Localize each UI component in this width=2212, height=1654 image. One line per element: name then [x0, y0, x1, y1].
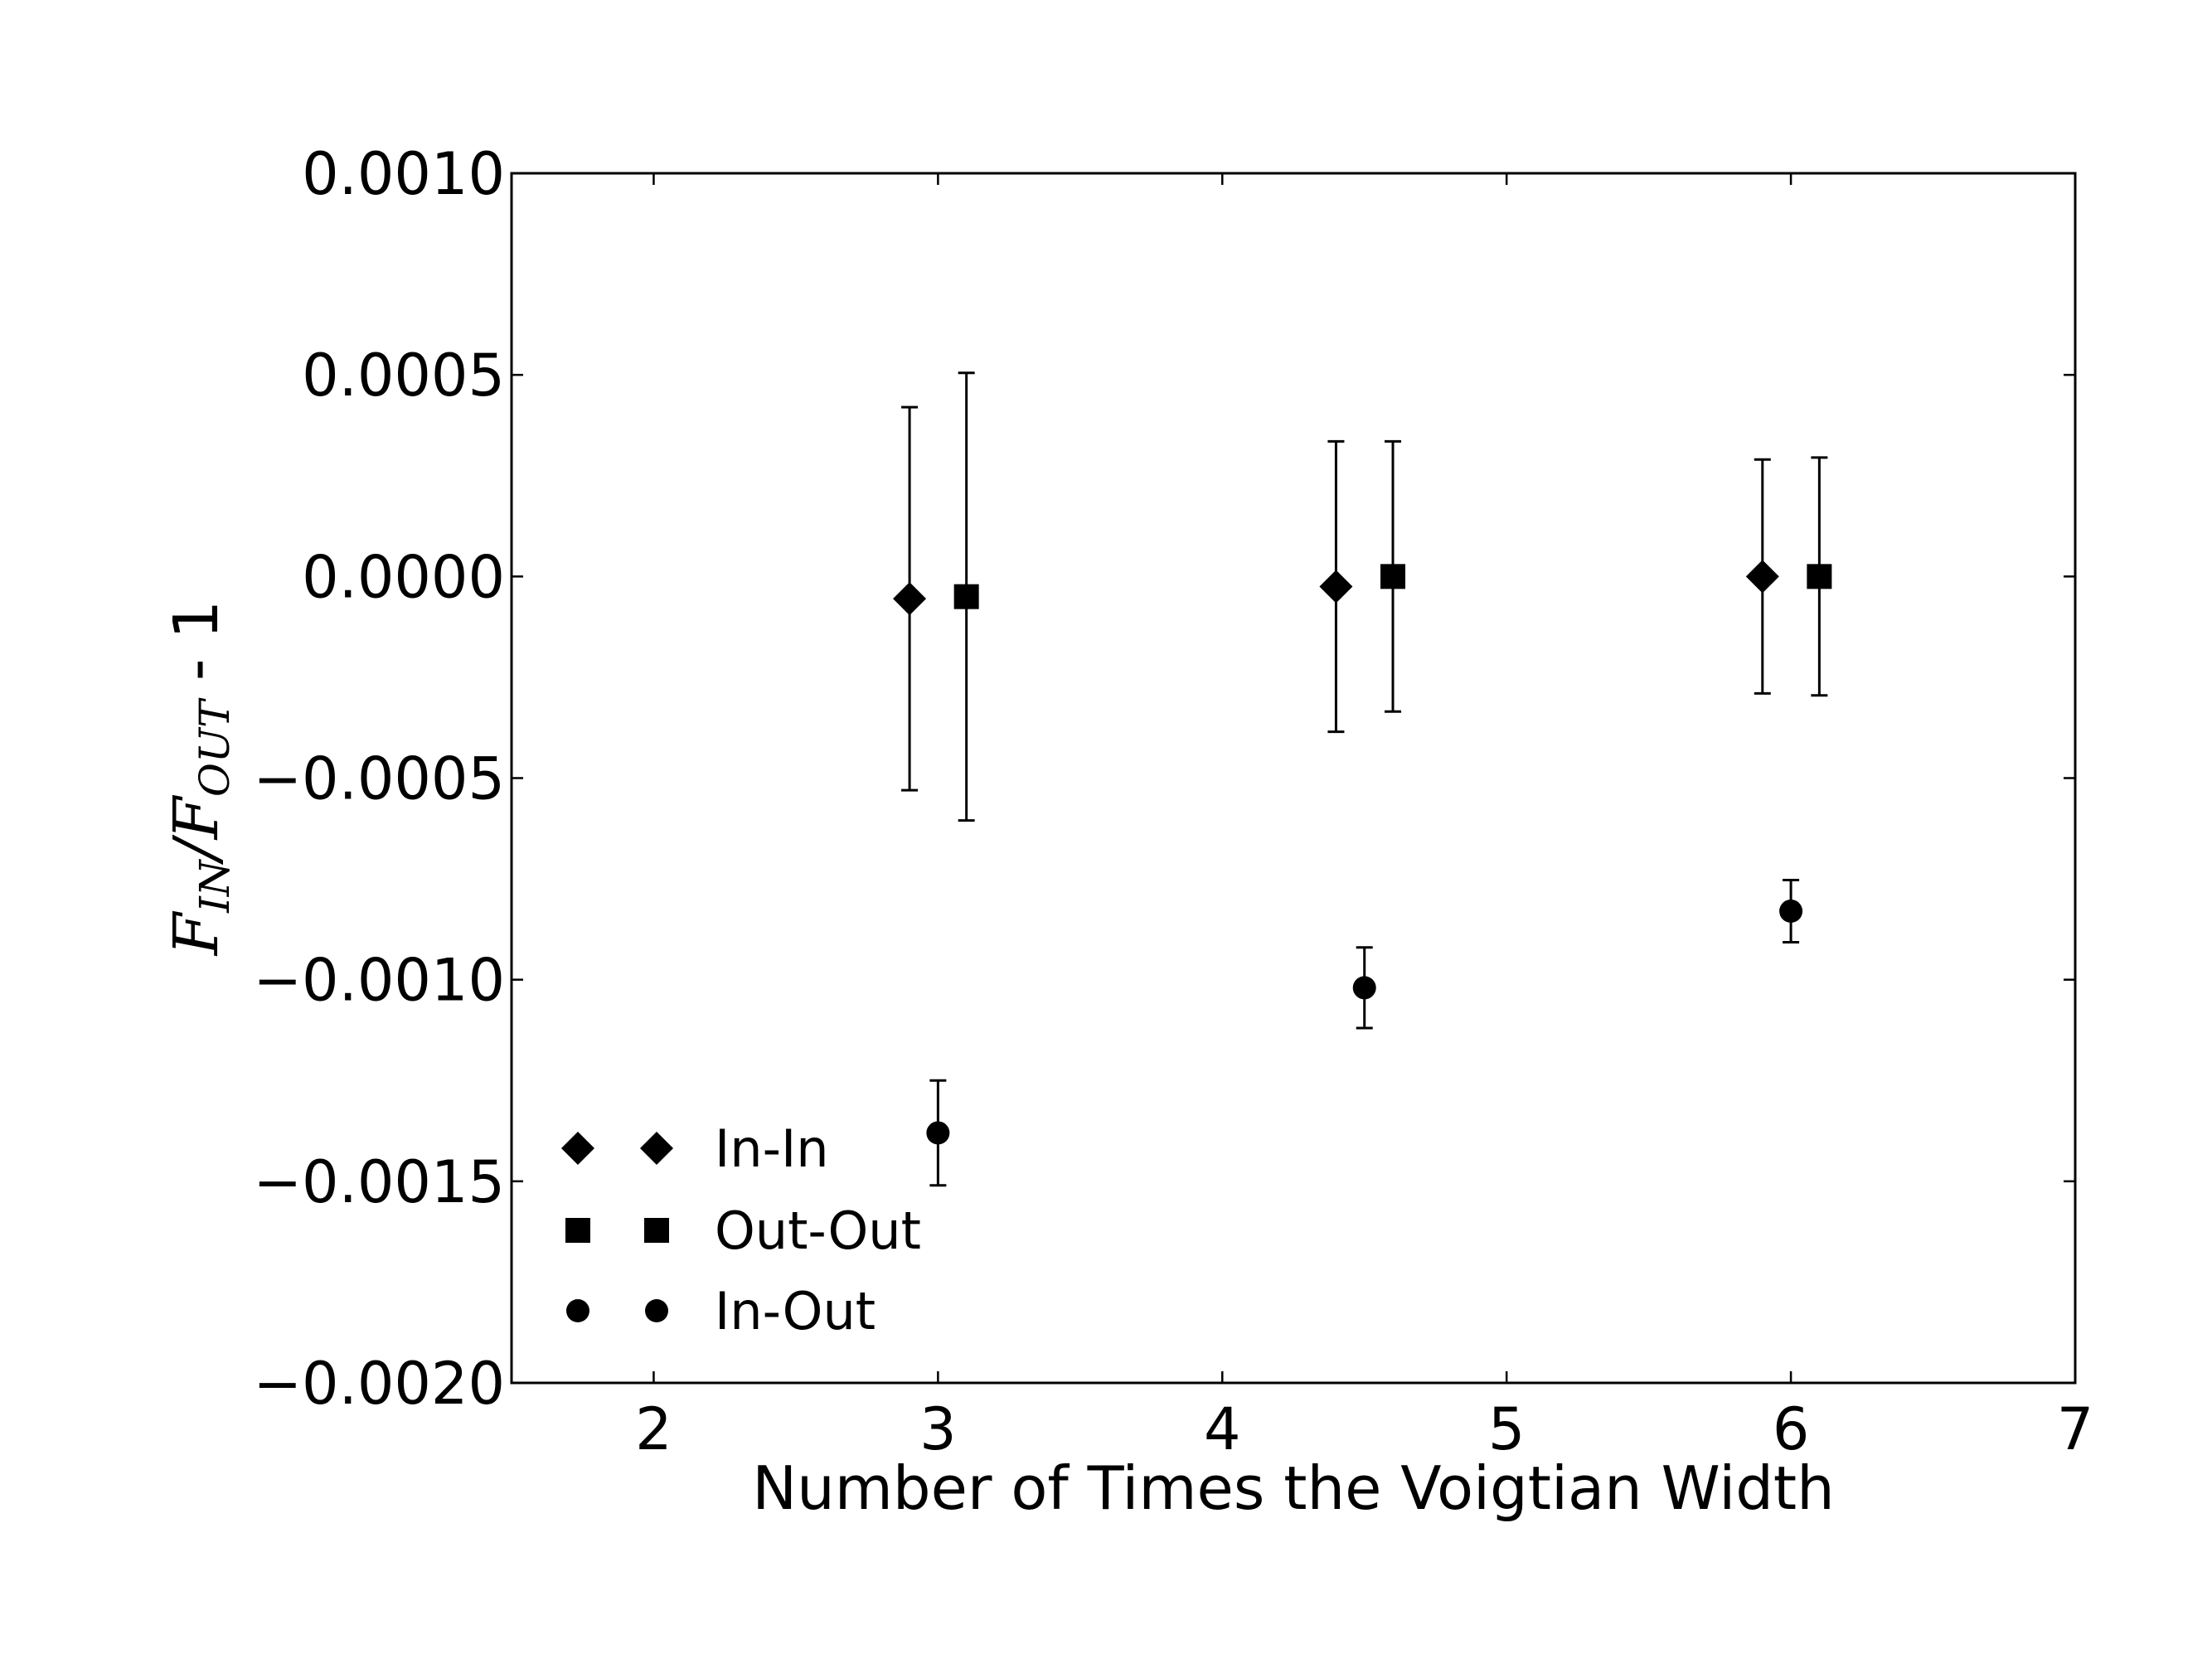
legend-entry: Out-Out	[565, 1200, 921, 1261]
legend: In-In Out-Out In-Out	[561, 1118, 921, 1341]
series-out-out	[953, 371, 1832, 822]
data-point	[926, 1121, 950, 1145]
x-tick-label: 7	[2057, 1395, 2094, 1463]
legend-marker	[645, 1299, 668, 1322]
data-series	[893, 371, 1832, 1187]
y-tick-label: −0.0015	[253, 1148, 505, 1216]
legend-entry: In-Out	[566, 1281, 876, 1341]
y-label-f-out: F	[161, 794, 232, 841]
y-tick-label: 0.0000	[302, 543, 505, 611]
data-point	[1745, 560, 1779, 594]
legend-label: In-Out	[715, 1281, 876, 1341]
legend-marker	[644, 1218, 669, 1243]
data-point	[893, 582, 927, 616]
data-point	[1352, 976, 1376, 1000]
x-tick-label: 4	[1204, 1395, 1241, 1463]
legend-label: Out-Out	[715, 1200, 921, 1261]
data-point	[1319, 570, 1353, 604]
y-tick-label: −0.0005	[253, 745, 505, 813]
x-tick-label: 6	[1773, 1395, 1810, 1463]
y-tick-label: −0.0010	[253, 947, 505, 1015]
legend-label: In-In	[715, 1118, 829, 1179]
y-tick-label: 0.0005	[302, 342, 505, 410]
axis-ticks	[512, 172, 2077, 1385]
svg-text:FIN/FOUT - 1: FIN/FOUT - 1	[161, 600, 239, 957]
y-label-slash: /	[161, 834, 232, 865]
data-point	[1779, 899, 1803, 923]
y-label-rest: - 1	[161, 600, 232, 701]
axis-tick-labels: 2 3 4 5 6 7 0.0010 0.0005 0.0000 −0.0005 −0.0010 −0…	[253, 140, 2093, 1463]
series-in-in	[893, 405, 1779, 792]
data-point	[1380, 564, 1406, 589]
legend-entry: In-In	[561, 1118, 829, 1179]
data-point	[953, 584, 979, 609]
y-label-sub-in: IN	[191, 858, 239, 914]
x-tick-label: 3	[919, 1395, 957, 1463]
data-point	[1807, 564, 1832, 589]
y-label-f-in: F	[161, 910, 232, 957]
x-axis-label: Number of Times the Voigtian Width	[752, 1453, 1835, 1523]
legend-marker	[561, 1132, 594, 1165]
y-tick-label: −0.0020	[253, 1350, 505, 1418]
x-tick-label: 2	[635, 1395, 672, 1463]
series-in-out	[926, 879, 1803, 1187]
y-label-sub-out: OUT	[191, 697, 239, 797]
y-tick-label: 0.0010	[302, 140, 505, 208]
legend-marker	[640, 1132, 673, 1165]
legend-marker	[566, 1299, 589, 1322]
y-axis-label: FIN/FOUT - 1	[161, 600, 239, 957]
legend-marker	[565, 1218, 590, 1243]
x-tick-label: 5	[1488, 1395, 1526, 1463]
